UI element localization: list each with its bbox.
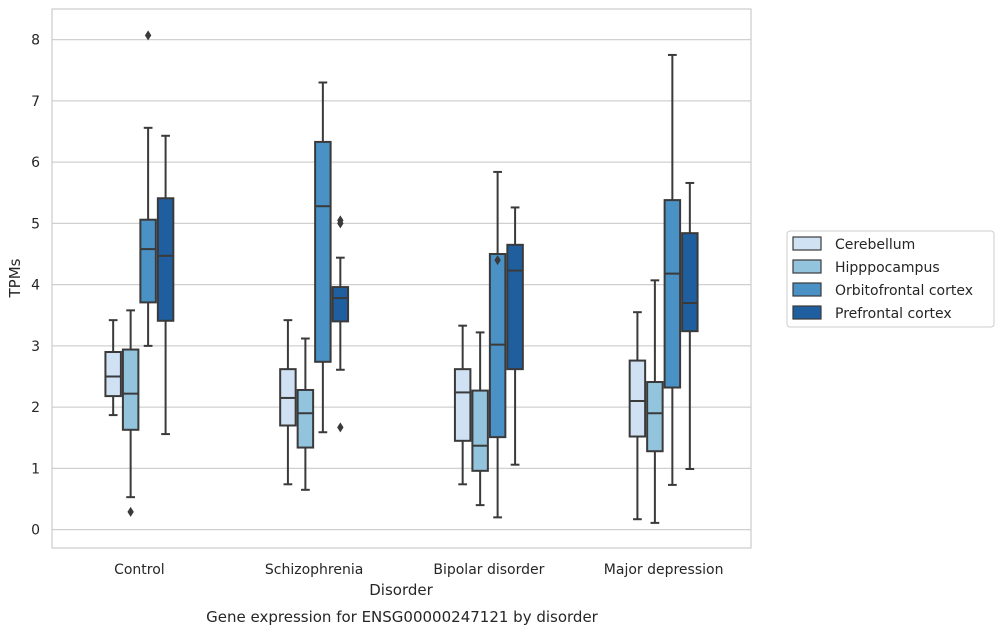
box-orbitofrontal-cortex-major-depression: [663, 53, 682, 486]
gridlines: [52, 39, 751, 531]
legend: Cerebellum Hipppocampus Orbitofrontal cort…: [786, 230, 995, 328]
box-hipppocampus-major-depression: [646, 279, 664, 524]
x-tick-label: Schizophrenia: [265, 562, 363, 578]
box-iqr: [453, 368, 472, 442]
x-tick-label: Bipolar disorder: [433, 562, 544, 578]
legend-frame: [786, 230, 995, 328]
outlier-point: [144, 30, 152, 41]
box-iqr: [121, 348, 140, 431]
box-orbitofrontal-cortex-bipolar-disorder: [488, 170, 507, 519]
box-iqr: [139, 218, 157, 304]
y-tick-label: 7: [31, 94, 40, 110]
box-hipppocampus-control: [121, 309, 140, 517]
x-tick-label: Control: [114, 562, 165, 578]
legend-label: Prefrontal cortex: [835, 306, 952, 322]
x-axis-label: Disorder: [369, 581, 433, 599]
legend-label: Orbitofrontal cortex: [835, 283, 973, 299]
legend-swatch: [792, 259, 822, 274]
box-iqr: [506, 243, 524, 371]
box-iqr: [296, 388, 315, 449]
y-tick-label: 4: [31, 278, 40, 294]
box-iqr: [471, 389, 489, 472]
legend-label: Hipppocampus: [835, 260, 940, 276]
legend-swatch: [792, 236, 822, 251]
box-iqr: [681, 232, 699, 333]
legend-swatch: [792, 282, 822, 297]
box-plots: [104, 30, 699, 524]
plot-area: [51, 8, 752, 549]
y-tick-label: 0: [31, 523, 40, 539]
outlier-point: [337, 422, 344, 433]
box-iqr: [156, 197, 175, 322]
box-orbitofrontal-cortex-control: [139, 30, 157, 347]
box-iqr: [663, 199, 682, 389]
box-orbitofrontal-cortex-schizophrenia: [314, 81, 332, 434]
box-iqr: [331, 286, 350, 323]
outlier-point: [494, 255, 501, 266]
box-prefrontal-cortex-schizophrenia: [331, 215, 350, 433]
y-tick-label: 2: [31, 400, 40, 416]
outlier-point: [337, 215, 344, 226]
box-hipppocampus-bipolar-disorder: [471, 331, 489, 507]
box-prefrontal-cortex-control: [156, 134, 175, 436]
box-cerebellum-schizophrenia: [279, 319, 297, 486]
box-iqr: [314, 140, 332, 363]
y-tick-label: 8: [31, 33, 40, 49]
legend-label: Cerebellum: [835, 237, 915, 253]
outlier-point: [127, 506, 134, 517]
box-prefrontal-cortex-major-depression: [681, 181, 699, 470]
y-tick-label: 3: [31, 339, 40, 355]
y-tick-label: 6: [31, 155, 40, 171]
box-cerebellum-control: [104, 319, 122, 417]
box-iqr: [628, 359, 647, 438]
box-prefrontal-cortex-bipolar-disorder: [506, 206, 524, 466]
x-tick-label: Major depression: [604, 562, 724, 578]
legend-swatch: [792, 305, 822, 320]
y-axis-label: TPMs: [6, 258, 24, 298]
box-iqr: [646, 381, 664, 453]
y-tick-label: 5: [31, 216, 40, 232]
box-hipppocampus-schizophrenia: [296, 337, 315, 491]
box-cerebellum-bipolar-disorder: [453, 324, 472, 486]
y-axis-ticks: 0 1 2 3 4 5 6 7 8: [31, 33, 40, 539]
box-cerebellum-major-depression: [628, 311, 647, 521]
box-iqr: [104, 351, 122, 398]
y-tick-label: 1: [31, 461, 40, 477]
chart-caption: Gene expression for ENSG00000247121 by d…: [206, 608, 599, 626]
x-axis-ticks: Control Schizophrenia Bipolar disorder Majo…: [114, 562, 723, 578]
